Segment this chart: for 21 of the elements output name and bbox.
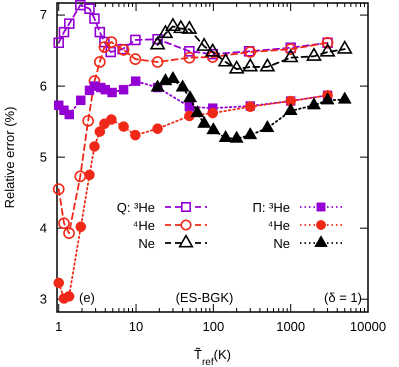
- x-tick-label: 1000: [276, 319, 306, 334]
- x-axis-title: T̃$_{ref}$(K): [194, 346, 231, 367]
- legend-label: Ne: [138, 236, 155, 251]
- annotation: (ES-BGK): [176, 290, 234, 305]
- annotation: (δ = 1): [324, 290, 362, 305]
- legend-label: Ne: [273, 236, 290, 251]
- y-tick-label: 7: [40, 7, 47, 22]
- x-tick-label: 10: [128, 319, 144, 334]
- y-tick-label: 5: [40, 149, 47, 164]
- y-tick-label: 4: [40, 220, 47, 236]
- x-tick-label: 1: [55, 319, 62, 334]
- y-axis-title: Relative error (%): [2, 106, 17, 208]
- legend-label: Π: ³He: [252, 200, 290, 215]
- annotation: (e): [79, 290, 95, 305]
- y-tick-label: 6: [40, 78, 47, 94]
- legend-label: Q: ³He: [116, 200, 155, 215]
- legend-label: ⁴He: [268, 218, 290, 233]
- x-tick-label: 100: [202, 319, 224, 334]
- legend-label: ⁴He: [132, 218, 155, 233]
- y-tick-label: 3: [40, 291, 47, 306]
- x-tick-label: 10000: [350, 319, 386, 334]
